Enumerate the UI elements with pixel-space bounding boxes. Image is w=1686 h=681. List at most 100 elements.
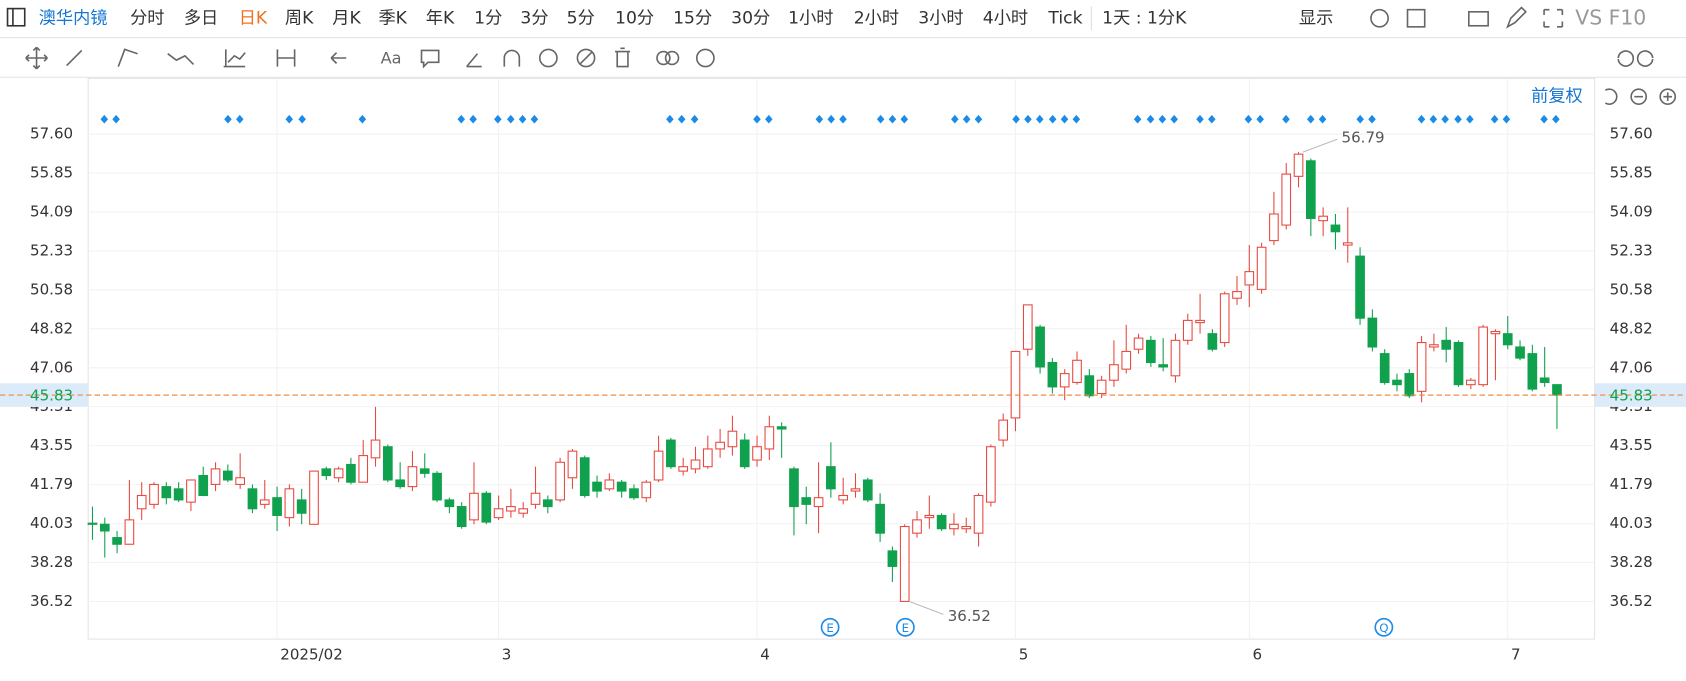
- delete-icon[interactable]: [615, 47, 631, 68]
- angle-icon[interactable]: [466, 53, 482, 68]
- event-diamond[interactable]: [1490, 114, 1499, 124]
- stock-name[interactable]: 澳华内镜: [39, 8, 108, 28]
- period-tab[interactable]: 季K: [378, 8, 407, 28]
- period-tab[interactable]: 多日: [184, 8, 218, 28]
- event-badge[interactable]: [1374, 617, 1394, 637]
- note-icon[interactable]: [420, 49, 440, 69]
- line-icon[interactable]: [66, 49, 83, 67]
- fullscreen-icon[interactable]: [1543, 8, 1564, 28]
- display-menu[interactable]: 显示: [1299, 8, 1333, 28]
- event-diamond[interactable]: [100, 114, 109, 124]
- period-tab[interactable]: 1分: [474, 8, 502, 28]
- event-diamond[interactable]: [1256, 114, 1264, 124]
- event-diamond[interactable]: [1282, 114, 1290, 124]
- event-diamond[interactable]: [236, 114, 244, 124]
- arrow-icon[interactable]: [330, 52, 347, 64]
- reset-icon[interactable]: [1604, 88, 1618, 105]
- event-diamond[interactable]: [839, 114, 847, 124]
- event-diamond[interactable]: [974, 114, 983, 124]
- camera-icon[interactable]: [1467, 11, 1489, 27]
- event-diamond[interactable]: [1208, 114, 1216, 124]
- interval-select[interactable]: 1天 : 1分K: [1102, 8, 1187, 28]
- event-diamond[interactable]: [951, 114, 959, 124]
- event-diamond[interactable]: [1356, 114, 1364, 124]
- event-diamond[interactable]: [753, 114, 761, 124]
- event-diamond[interactable]: [1036, 114, 1044, 124]
- adjust-button[interactable]: 前复权: [1531, 87, 1583, 107]
- event-diamond[interactable]: [1540, 114, 1548, 124]
- event-diamond[interactable]: [1024, 114, 1032, 124]
- sidebar-icon[interactable]: [6, 7, 26, 27]
- hide-icon[interactable]: [576, 48, 596, 68]
- period-tab[interactable]: 5分: [567, 8, 595, 28]
- event-diamond[interactable]: [1552, 114, 1560, 124]
- period-tab[interactable]: 4小时: [983, 8, 1028, 28]
- period-tab[interactable]: 1小时: [788, 8, 833, 28]
- event-diamond[interactable]: [1306, 114, 1315, 124]
- event-diamond[interactable]: [298, 114, 306, 124]
- event-diamond[interactable]: [690, 114, 699, 124]
- event-diamond[interactable]: [876, 114, 885, 124]
- period-tab[interactable]: Tick: [1047, 8, 1082, 28]
- period-tab[interactable]: 分时: [130, 8, 164, 28]
- event-diamond[interactable]: [1158, 114, 1167, 124]
- event-diamond[interactable]: [1454, 114, 1462, 124]
- event-diamond[interactable]: [1429, 114, 1438, 124]
- polyline-icon[interactable]: [117, 48, 138, 67]
- event-diamond[interactable]: [1048, 114, 1057, 124]
- event-diamond[interactable]: [224, 114, 232, 124]
- period-tab[interactable]: 日K: [239, 8, 268, 28]
- compare-icon[interactable]: [656, 50, 671, 66]
- event-diamond[interactable]: [1060, 114, 1069, 124]
- period-tab[interactable]: 周K: [285, 8, 314, 28]
- event-diamond[interactable]: [518, 114, 527, 124]
- event-diamond[interactable]: [1502, 114, 1511, 124]
- zoom-in[interactable]: [1659, 88, 1677, 105]
- settings-icon[interactable]: [695, 48, 715, 68]
- vs-button[interactable]: VS: [1575, 5, 1602, 29]
- magnet-icon[interactable]: [503, 49, 521, 67]
- event-badge[interactable]: [820, 617, 840, 637]
- event-diamond[interactable]: [666, 114, 674, 124]
- move-icon[interactable]: [25, 46, 48, 70]
- period-tab[interactable]: 3小时: [918, 8, 963, 28]
- event-diamond[interactable]: [827, 114, 835, 124]
- event-diamond[interactable]: [530, 114, 539, 124]
- settings-icon[interactable]: [1370, 8, 1389, 28]
- event-diamond[interactable]: [1441, 114, 1449, 124]
- event-diamond[interactable]: [888, 114, 897, 124]
- period-tab[interactable]: 10分: [615, 8, 654, 28]
- event-diamond[interactable]: [1072, 114, 1081, 124]
- pen-icon[interactable]: [1505, 6, 1527, 29]
- period-tab[interactable]: 年K: [426, 8, 455, 28]
- event-diamond[interactable]: [1417, 114, 1426, 124]
- period-tab[interactable]: 3分: [520, 8, 548, 28]
- event-diamond[interactable]: [1368, 114, 1376, 124]
- wave-icon[interactable]: [167, 53, 195, 66]
- period-tab[interactable]: 月K: [332, 8, 361, 28]
- event-diamond[interactable]: [815, 114, 824, 124]
- f10-button[interactable]: F10: [1609, 5, 1647, 29]
- undo-redo[interactable]: [1617, 50, 1654, 67]
- event-badge[interactable]: [895, 617, 915, 637]
- period-tab[interactable]: 30分: [731, 8, 770, 28]
- measure-icon[interactable]: [276, 49, 296, 67]
- event-diamond[interactable]: [962, 114, 971, 124]
- event-diamond[interactable]: [1133, 114, 1142, 124]
- lock-icon[interactable]: [538, 48, 558, 68]
- event-diamond[interactable]: [1196, 114, 1204, 124]
- event-diamond[interactable]: [457, 114, 466, 124]
- event-diamond[interactable]: [1244, 114, 1253, 124]
- event-diamond[interactable]: [765, 114, 773, 124]
- event-diamond[interactable]: [1318, 114, 1327, 124]
- event-diamond[interactable]: [1170, 114, 1178, 124]
- text-icon[interactable]: Aa: [381, 49, 402, 68]
- event-diamond[interactable]: [112, 114, 120, 124]
- event-diamond[interactable]: [1146, 114, 1155, 124]
- event-diamond[interactable]: [1012, 114, 1020, 124]
- event-diamond[interactable]: [677, 114, 686, 124]
- event-diamond[interactable]: [1466, 114, 1474, 124]
- period-tab[interactable]: 2小时: [854, 8, 899, 28]
- indicator-icon[interactable]: [223, 49, 246, 68]
- period-tab[interactable]: 15分: [673, 8, 712, 28]
